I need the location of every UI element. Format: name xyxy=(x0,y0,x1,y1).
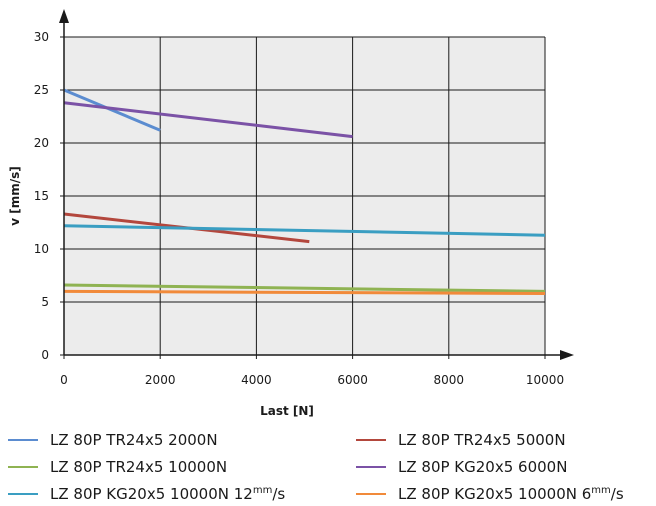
legend-item-tr24x5-10000n: LZ 80P TR24x5 10000N xyxy=(8,458,227,476)
x-tick-label: 0 xyxy=(60,373,68,387)
legend-swatch xyxy=(8,493,38,495)
legend-label: LZ 80P KG20x5 10000N 12mm/s xyxy=(50,485,286,503)
series-line xyxy=(63,101,353,139)
series-line xyxy=(63,224,546,237)
grid-lines xyxy=(64,36,546,355)
y-tick-label: 15 xyxy=(34,189,49,203)
legend-swatch xyxy=(356,439,386,441)
x-tick-label: 8000 xyxy=(434,373,465,387)
y-tick-label: 25 xyxy=(34,83,49,97)
series-line xyxy=(63,283,546,293)
y-tick-label: 5 xyxy=(41,295,49,309)
legend: LZ 80P TR24x5 2000N LZ 80P TR24x5 5000N … xyxy=(0,430,656,506)
y-tick-label: 30 xyxy=(34,30,49,44)
x-tick-label: 2000 xyxy=(145,373,176,387)
legend-swatch xyxy=(8,439,38,441)
x-tick-label: 10000 xyxy=(526,373,564,387)
legend-item-tr24x5-2000n: LZ 80P TR24x5 2000N xyxy=(8,431,218,449)
axes xyxy=(59,9,574,360)
x-axis-title: Last [N] xyxy=(260,404,314,418)
legend-swatch xyxy=(356,466,386,468)
x-axis-arrow xyxy=(560,350,574,360)
tick-labels: 0 2000 4000 6000 8000 10000 0 5 10 15 20 25 30 xyxy=(34,30,564,387)
x-tick-label: 6000 xyxy=(337,373,368,387)
legend-label: LZ 80P TR24x5 10000N xyxy=(50,458,228,476)
legend-item-kg20x5-10000n-12: LZ 80P KG20x5 10000N 12mm/s xyxy=(8,485,285,503)
y-tick-label: 10 xyxy=(34,242,49,256)
y-axis-title: v [mm/s] xyxy=(8,166,22,226)
legend-label: LZ 80P KG20x5 6000N xyxy=(398,458,568,476)
legend-label: LZ 80P TR24x5 5000N xyxy=(398,431,566,449)
legend-swatch xyxy=(356,493,386,495)
y-tick-label: 20 xyxy=(34,136,49,150)
legend-item-kg20x5-6000n: LZ 80P KG20x5 6000N xyxy=(356,458,567,476)
y-axis-arrow xyxy=(59,9,69,23)
legend-swatch xyxy=(8,466,38,468)
series-line xyxy=(63,88,161,132)
y-tick-label: 0 xyxy=(41,348,49,362)
series-line xyxy=(63,289,546,295)
legend-item-tr24x5-5000n: LZ 80P TR24x5 5000N xyxy=(356,431,566,449)
legend-label: LZ 80P KG20x5 10000N 6mm/s xyxy=(398,485,624,503)
chart: 0 2000 4000 6000 8000 10000 0 5 10 15 20 25 30 Last … xyxy=(8,9,574,418)
legend-item-kg20x5-10000n-6: LZ 80P KG20x5 10000N 6mm/s xyxy=(356,485,624,503)
x-tick-label: 4000 xyxy=(241,373,272,387)
legend-label: LZ 80P TR24x5 2000N xyxy=(50,431,218,449)
series-lines xyxy=(63,88,546,295)
